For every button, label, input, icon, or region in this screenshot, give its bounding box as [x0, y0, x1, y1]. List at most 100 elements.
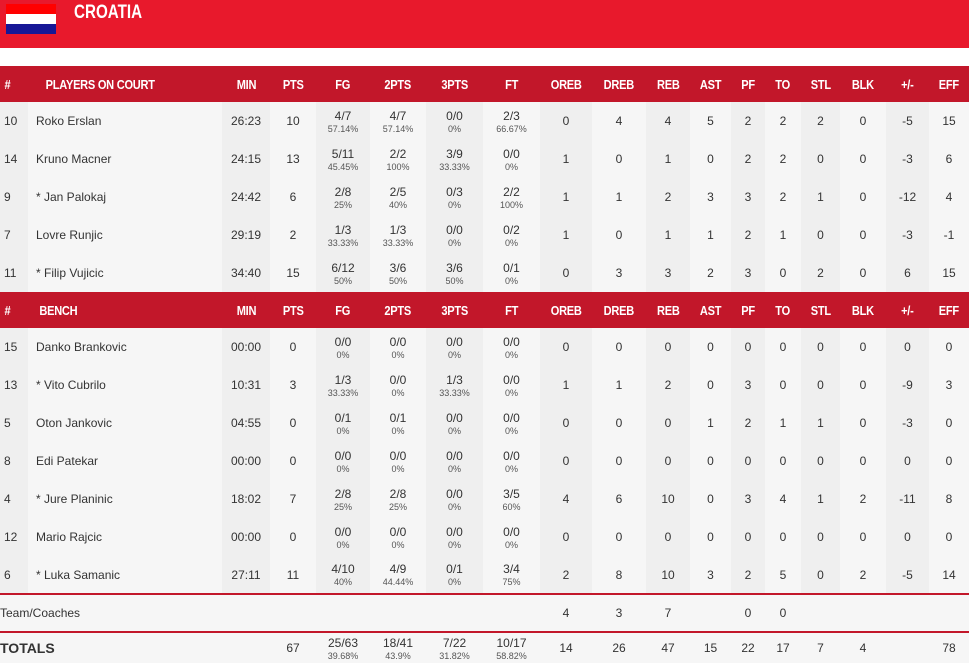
player-number: 14 [0, 140, 28, 178]
player-row[interactable]: 7 Lovre Runjic 29:19 2 1/3 33.33% 1/3 33.33% 0/0… [0, 216, 969, 254]
col-header-value: STL [810, 302, 831, 318]
col-header-value: AST [699, 302, 722, 318]
total-ast: 15 [690, 631, 731, 663]
stat-min-value: 18:02 [230, 492, 262, 506]
stat-fg: 0/0 0% [316, 328, 370, 366]
stat-ast: 1 [690, 216, 731, 254]
stat-fg-pct: 40% [333, 577, 352, 587]
stat-min: 24:15 [222, 140, 270, 178]
col-header-value: OREB [550, 302, 582, 318]
player-row[interactable]: 15 Danko Brankovic 00:00 0 0/0 0% 0/0 0% 0/0 0% 0/… [0, 328, 969, 366]
stat-pf: 3 [731, 178, 765, 216]
stat-dreb: 0 [592, 140, 646, 178]
player-number: 11 [0, 254, 28, 292]
col-header: TO [765, 292, 801, 328]
stat-to: 0 [765, 366, 801, 404]
stat-ft: 3/4 75% [483, 556, 540, 594]
stat-blk: 0 [840, 518, 886, 556]
stat-ft-pct: 60% [502, 501, 521, 512]
stat-eff-value: 0 [945, 416, 953, 430]
stat-ft: 0/1 0% [483, 254, 540, 292]
stat-fg-pct: 50% [333, 275, 352, 286]
stat-eff: 3 [929, 366, 969, 404]
col-header: FG [316, 66, 370, 102]
stat-p3: 0/1 0% [426, 556, 483, 594]
col-header-value: EFF [938, 76, 960, 92]
stat-reb-value: 0 [664, 416, 672, 430]
team-dreb: 3 [592, 593, 646, 632]
stat-fg: 2/8 25% [316, 178, 370, 216]
player-row[interactable]: 14 Kruno Macner 24:15 13 5/11 45.45% 2/2 100% 3/… [0, 140, 969, 178]
stat-pf-value: 3 [744, 378, 752, 392]
stat-min-value: 00:00 [230, 340, 262, 354]
player-row[interactable]: 10 Roko Erslan 26:23 10 4/7 57.14% 4/7 57.14% 0/… [0, 102, 969, 140]
player-number: 9 [0, 178, 28, 216]
stat-ft-pct: 0% [504, 275, 518, 286]
stat-fg-value: 0/1 [334, 410, 352, 425]
stat-eff-value: 0 [945, 454, 953, 468]
player-name-value: Roko Erslan [36, 114, 102, 128]
total-p2-value: 18/41 [382, 635, 414, 650]
total-p2-pct: 43.9% [385, 650, 411, 661]
player-name: * Jan Palokaj [28, 178, 222, 216]
stat-ft-pct: 66.67% [496, 123, 527, 134]
col-number-value: # [4, 302, 11, 318]
stat-fg-value: 1/3 [334, 222, 352, 237]
col-header: REB [646, 66, 690, 102]
player-row[interactable]: 11 * Filip Vujicic 34:40 15 6/12 50% 3/6 50% 3/6… [0, 254, 969, 292]
stat-ast-value: 0 [707, 340, 714, 354]
stat-pm: 0 [886, 328, 929, 366]
col-header: REB [646, 292, 690, 328]
stat-ast: 1 [690, 404, 731, 442]
stat-pts: 3 [270, 366, 316, 404]
stat-oreb-value: 0 [562, 530, 570, 544]
stat-min: 00:00 [222, 518, 270, 556]
stat-stl-value: 0 [817, 378, 824, 392]
stat-oreb-value: 1 [562, 190, 570, 204]
stat-oreb: 1 [540, 366, 592, 404]
stat-ft-value: 0/0 [503, 410, 520, 425]
stat-p2-pct: 0% [391, 539, 405, 550]
stat-pts: 15 [270, 254, 316, 292]
stat-pts: 6 [270, 178, 316, 216]
player-name-value: Oton Jankovic [36, 416, 113, 430]
player-row[interactable]: 13 * Vito Cubrilo 10:31 3 1/3 33.33% 0/0 0% 1/3 3… [0, 366, 969, 404]
total-p3-value: 7/22 [442, 635, 467, 650]
stat-p2-pct: 57.14% [382, 123, 414, 134]
stat-p3: 1/3 33.33% [426, 366, 483, 404]
stat-pm-value: -5 [902, 567, 913, 582]
stat-ft: 0/0 0% [483, 140, 540, 178]
stat-ft-pct: 0% [504, 237, 518, 248]
col-header-value: BLK [852, 76, 874, 92]
stat-pm: -9 [886, 366, 929, 404]
stat-pf-value: 3 [744, 190, 752, 204]
stat-dreb-value: 3 [615, 266, 623, 280]
stat-ft-pct: 0% [504, 161, 518, 172]
stat-oreb-value: 0 [562, 114, 570, 128]
stat-p2-value: 0/0 [389, 334, 407, 349]
stat-reb: 0 [646, 328, 690, 366]
stat-fg: 1/3 33.33% [316, 366, 370, 404]
col-header-value: TO [775, 302, 791, 318]
player-row[interactable]: 5 Oton Jankovic 04:55 0 0/1 0% 0/1 0% 0/0 0% 0/0 0%… [0, 404, 969, 442]
player-number-value: 8 [4, 454, 11, 468]
player-number-value: 6 [4, 567, 11, 582]
stat-ast-value: 3 [707, 190, 714, 204]
player-row[interactable]: 9 * Jan Palokaj 24:42 6 2/8 25% 2/5 40% 0/3 0% 2/2… [0, 178, 969, 216]
total-pf-value: 22 [741, 641, 755, 655]
stat-min: 00:00 [222, 442, 270, 480]
player-row[interactable]: 8 Edi Patekar 00:00 0 0/0 0% 0/0 0% 0/0 0% 0/0 0% 0 0… [0, 442, 969, 480]
player-row[interactable]: 4 * Jure Planinic 18:02 7 2/8 25% 2/8 25% 0/0 0% 3… [0, 480, 969, 518]
stat-p3-pct: 0% [447, 349, 461, 360]
stat-dreb-value: 0 [615, 152, 623, 166]
player-row[interactable]: 12 Mario Rajcic 00:00 0 0/0 0% 0/0 0% 0/0 0% 0/0 0%… [0, 518, 969, 556]
col-number: # [0, 66, 28, 102]
stat-p2-value: 0/0 [389, 448, 407, 463]
col-header-value: TO [775, 76, 791, 92]
stat-pts-value: 3 [289, 378, 297, 392]
col-header: BLK [840, 292, 886, 328]
col-header-value: DREB [603, 76, 635, 92]
stat-stl: 0 [801, 556, 840, 594]
stat-p2: 0/0 0% [370, 518, 426, 556]
player-row[interactable]: 6 * Luka Samanic 27:11 11 4/10 40% 4/9 44.44% 0/… [0, 556, 969, 594]
